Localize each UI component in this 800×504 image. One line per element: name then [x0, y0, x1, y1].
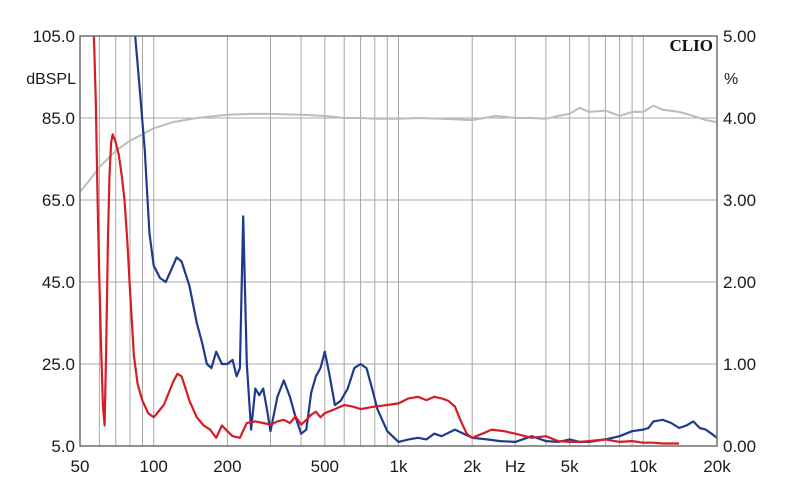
- blue-distortion-line: [134, 36, 717, 443]
- y-left-tick-label: 5.0: [51, 437, 75, 456]
- brand-logo: CLIO: [670, 36, 713, 55]
- series-layer: [80, 36, 717, 445]
- y-right-tick-labels: 5.00 4.00 3.00 2.00 1.00 0.00: [723, 27, 756, 456]
- x-tick-label: 100: [140, 457, 168, 476]
- x-tick-label: 500: [311, 457, 339, 476]
- y-left-tick-label: 105.0: [32, 27, 75, 46]
- frequency-response-line: [80, 104, 717, 193]
- x-tick-label: 50: [71, 457, 90, 476]
- y-right-unit: %: [724, 71, 738, 88]
- y-left-unit: dBSPL: [26, 71, 76, 88]
- x-tick-label: 10k: [630, 457, 658, 476]
- x-tick-label: 200: [213, 457, 241, 476]
- red-distortion-line: [92, 36, 680, 445]
- y-right-tick-label: 4.00: [723, 109, 756, 128]
- x-tick-label: Hz: [505, 457, 526, 476]
- y-right-tick-label: 1.00: [723, 355, 756, 374]
- y-left-tick-label: 65.0: [42, 191, 75, 210]
- y-right-tick-label: 0.00: [723, 437, 756, 456]
- plot-frame: [79, 35, 718, 447]
- x-tick-label: 2k: [463, 457, 481, 476]
- x-tick-labels: 50 100 200 500 1k 2k Hz 5k 10k 20k: [71, 457, 732, 476]
- x-tick-label: 1k: [390, 457, 408, 476]
- y-left-tick-labels: 105.0 85.0 65.0 45.0 25.0 5.0: [32, 27, 75, 456]
- y-right-tick-label: 5.00: [723, 27, 756, 46]
- y-left-tick-label: 45.0: [42, 273, 75, 292]
- y-left-tick-label: 85.0: [42, 109, 75, 128]
- x-tick-label: 20k: [703, 457, 731, 476]
- y-right-tick-label: 2.00: [723, 273, 756, 292]
- y-left-tick-label: 25.0: [42, 355, 75, 374]
- grid: [80, 36, 717, 446]
- x-tick-label: 5k: [561, 457, 579, 476]
- y-right-tick-label: 3.00: [723, 191, 756, 210]
